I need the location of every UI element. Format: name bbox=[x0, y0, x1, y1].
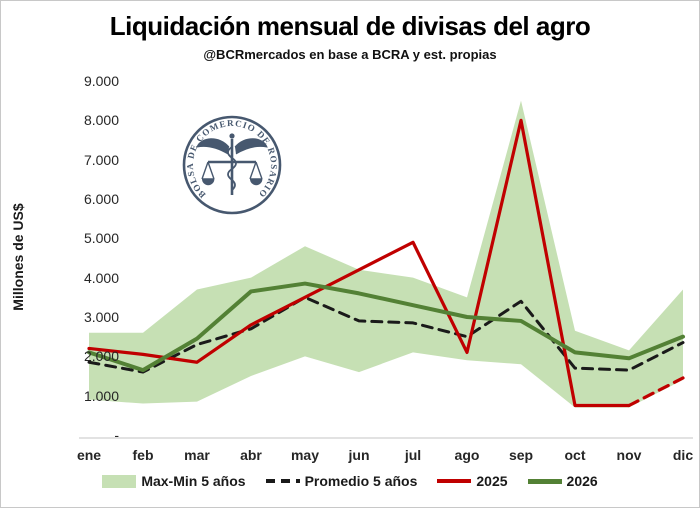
legend-item-promedio: Promedio 5 años bbox=[265, 473, 418, 489]
x-axis-label-jul: jul bbox=[404, 447, 422, 463]
chart-subtitle: @BCRmercados en base a BCRA y est. propi… bbox=[203, 47, 497, 62]
promedio-5-anios-line bbox=[87, 295, 685, 374]
line-2025-projection bbox=[627, 376, 685, 408]
y-axis-tick-4000: 4.000 bbox=[83, 269, 119, 286]
x-axis-label-dic: dic bbox=[672, 447, 694, 463]
legend-label: 2026 bbox=[566, 473, 598, 489]
y-axis-tick-1000: 1.000 bbox=[83, 387, 119, 404]
caduceus-scales-icon bbox=[196, 133, 268, 195]
legend-label: 2025 bbox=[476, 473, 508, 489]
line-2025-swatch bbox=[437, 479, 472, 483]
x-axis-label-sep: sep bbox=[508, 447, 534, 463]
legend-label: Promedio 5 años bbox=[304, 473, 418, 489]
legend-item-2025: 2025 bbox=[437, 473, 508, 489]
y-axis-tick-6000: 6.000 bbox=[83, 191, 119, 207]
y-axis-tick-8000: 8.000 bbox=[83, 112, 119, 129]
legend-label: Max-Min 5 años bbox=[141, 473, 246, 489]
logo-ring bbox=[182, 115, 282, 215]
y-axis-tick-2000: 2.000 bbox=[83, 348, 119, 365]
y-axis-tick-9000: 9.000 bbox=[83, 73, 119, 89]
line-2026 bbox=[87, 281, 685, 373]
chart-title: Liquidación mensual de divisas del agro bbox=[109, 11, 591, 41]
x-axis-label-may: may bbox=[290, 447, 320, 463]
x-axis-label-nov: nov bbox=[616, 447, 642, 463]
y-axis-tick-3000: 3.000 bbox=[83, 309, 119, 325]
line-2026-swatch bbox=[527, 478, 562, 484]
x-axis-label-abr: abr bbox=[240, 447, 262, 463]
promedio-dash-swatch bbox=[265, 479, 300, 483]
x-axis-label-oct: oct bbox=[564, 447, 586, 463]
y-axis-tick-0: - bbox=[114, 427, 119, 443]
legend-item-max-min: Max-Min 5 años bbox=[102, 473, 246, 489]
y-axis-tick-5000: 5.000 bbox=[83, 230, 119, 247]
x-axis-label-ago: ago bbox=[454, 447, 480, 463]
legend-item-2026: 2026 bbox=[527, 473, 598, 489]
bcr-logo-watermark: BOLSA DE COMERCIO DE ROSARIO bbox=[182, 115, 282, 215]
x-axis-label-jun: jun bbox=[348, 447, 370, 463]
x-axis-label-ene: ene bbox=[76, 447, 102, 463]
line-2025 bbox=[87, 118, 631, 408]
legend: Max-Min 5 años Promedio 5 años 2025 2026 bbox=[1, 473, 699, 489]
x-axis-label-mar: mar bbox=[184, 447, 210, 463]
y-axis-tick-7000: 7.000 bbox=[83, 151, 119, 168]
x-axis-label-feb: feb bbox=[132, 447, 154, 463]
max-min-band-swatch bbox=[102, 474, 137, 488]
